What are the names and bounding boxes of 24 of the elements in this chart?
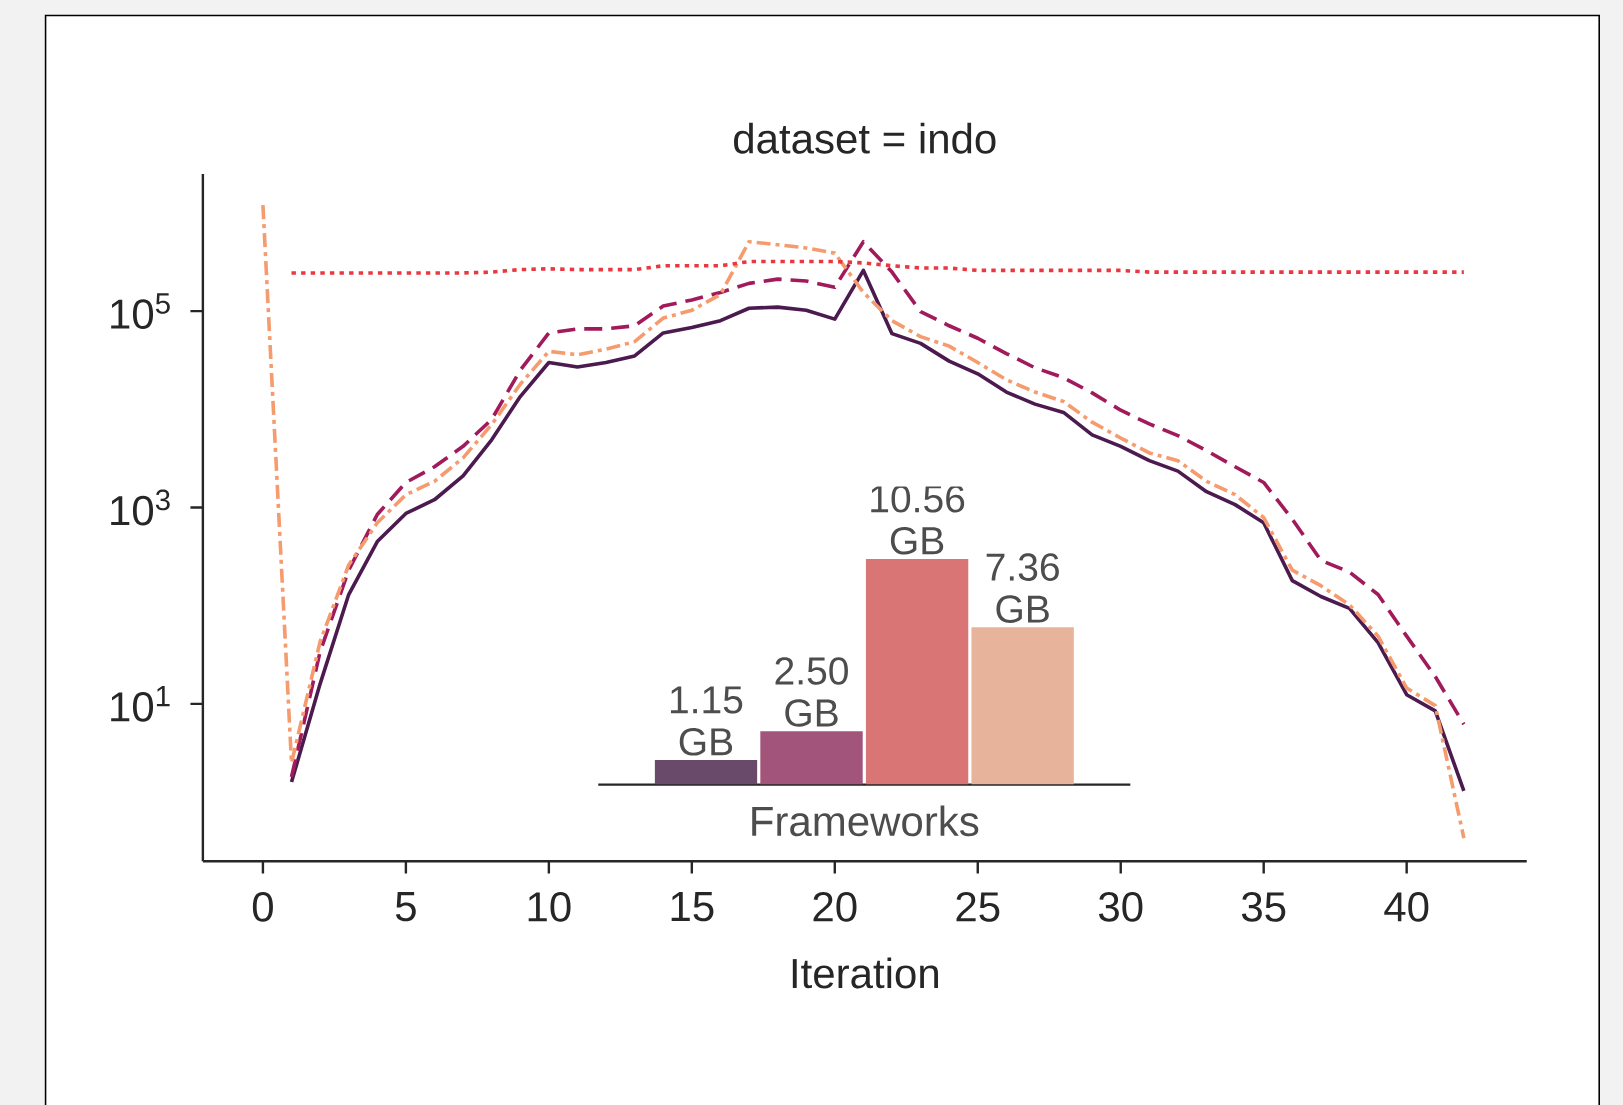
x-tick-label: 0 — [252, 891, 273, 922]
data-label: 7.36 GB — [986, 553, 1059, 623]
y-tick-label: 10$^{1}$ — [111, 685, 170, 722]
x-tick-label: 20 — [813, 891, 857, 922]
data-label: 10.56 GB — [871, 484, 965, 555]
bar — [654, 759, 758, 785]
x-axis-title: Iteration — [792, 957, 938, 989]
y-tick-label: 10$^{3}$ — [111, 489, 170, 526]
bar — [760, 730, 863, 785]
chart-title: dataset = indo — [734, 122, 996, 154]
x-tick-label: 35 — [1241, 891, 1286, 922]
x-tick-label: 40 — [1384, 891, 1429, 922]
data-label: 2.50 GB — [775, 656, 848, 727]
x-tick-label: 25 — [956, 891, 1000, 922]
x-tick-label: 30 — [1098, 891, 1143, 922]
bar — [971, 627, 1074, 785]
line-series — [261, 203, 1466, 840]
bar — [865, 558, 969, 785]
x-tick-label: 5 — [395, 891, 416, 922]
x-tick-label: 15 — [671, 891, 714, 922]
y-tick-label: 10$^{5}$ — [111, 293, 170, 329]
x-tick-label: 10 — [528, 891, 571, 922]
data-label: 1.15 GB — [670, 686, 743, 756]
x-axis-title: Frameworks — [752, 805, 979, 837]
